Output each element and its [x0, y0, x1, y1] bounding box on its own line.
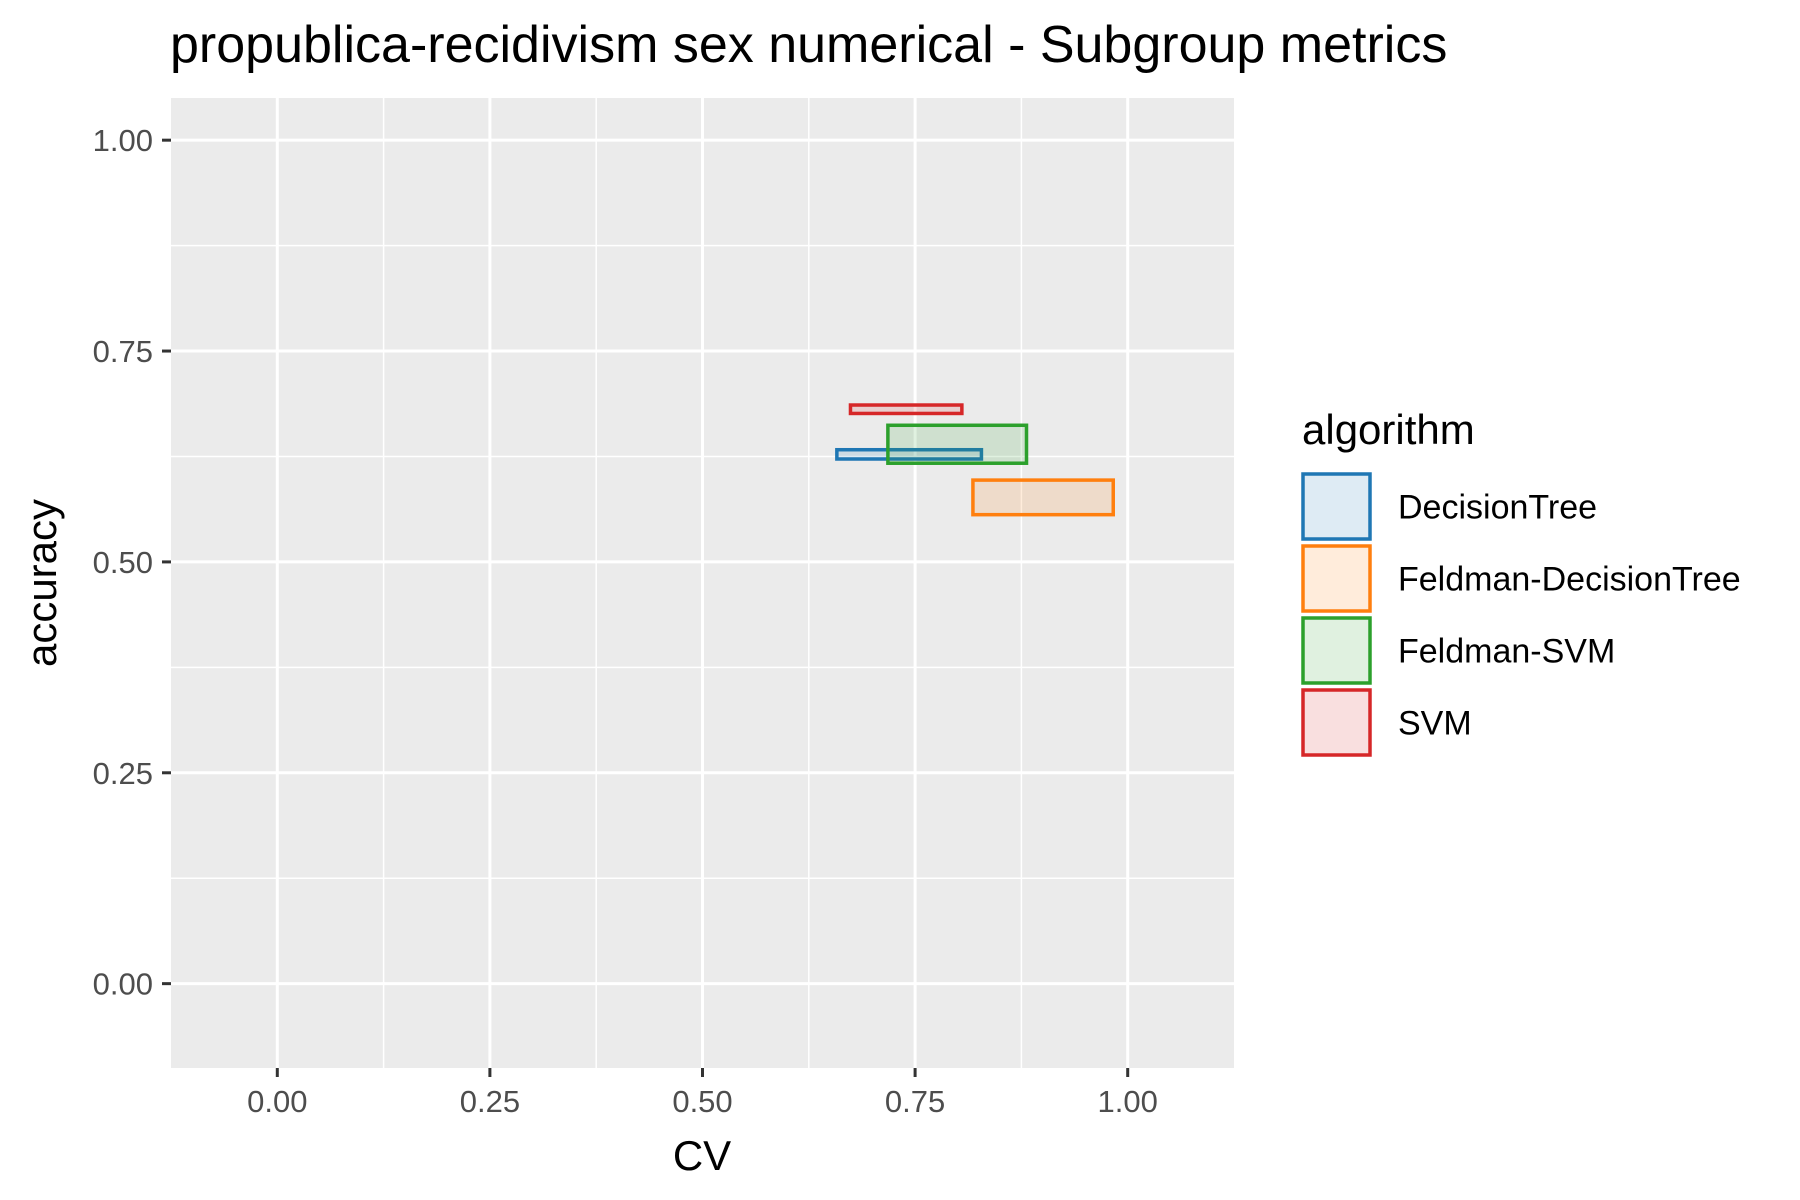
legend-key-feldman-svm: [1301, 616, 1372, 685]
chart-title: propublica-recidivism sex numerical - Su…: [170, 16, 1447, 74]
x-tick-label: 0.50: [672, 1084, 732, 1119]
x-tick-label: 0.00: [247, 1084, 307, 1119]
legend-title: algorithm: [1302, 406, 1475, 453]
range-rect-svm: [848, 403, 964, 416]
legend-label-feldman-decisiontree: Feldman-DecisionTree: [1398, 561, 1741, 599]
y-tick-label: 0.50: [93, 545, 153, 580]
x-tick-label: 1.00: [1098, 1084, 1158, 1119]
data-rectangles: [835, 403, 1115, 517]
legend-label-decisiontree: DecisionTree: [1398, 489, 1597, 527]
legend: algorithm DecisionTree Feldman-DecisionTr…: [1301, 406, 1741, 757]
range-rect-decisiontree: [835, 447, 984, 461]
y-axis-title: accuracy: [18, 499, 65, 667]
range-rect-feldman-svm: [886, 423, 1029, 465]
legend-label-feldman-svm: Feldman-SVM: [1398, 633, 1615, 671]
y-tick-label: 1.00: [93, 123, 153, 158]
x-tick-label: 0.75: [885, 1084, 945, 1119]
y-tick-label: 0.00: [93, 967, 153, 1002]
x-tick-label: 0.25: [460, 1084, 520, 1119]
y-tick-label: 0.75: [93, 334, 153, 369]
x-axis-title: CV: [673, 1132, 731, 1179]
legend-key-feldman-decisiontree: [1301, 544, 1372, 613]
range-rect-feldman-decisiontree: [971, 478, 1115, 517]
legend-items: DecisionTree Feldman-DecisionTree Feldman-…: [1301, 472, 1741, 757]
legend-label-svm: SVM: [1398, 705, 1472, 743]
legend-key-decisiontree: [1301, 472, 1372, 541]
y-tick-label: 0.25: [93, 756, 153, 791]
x-axis: 0.00 0.25 0.50 0.75 1.00: [247, 1068, 1158, 1119]
y-axis: 0.00 0.25 0.50 0.75 1.00: [93, 123, 171, 1002]
major-gridlines: [171, 98, 1234, 1068]
legend-key-svm: [1301, 688, 1372, 757]
